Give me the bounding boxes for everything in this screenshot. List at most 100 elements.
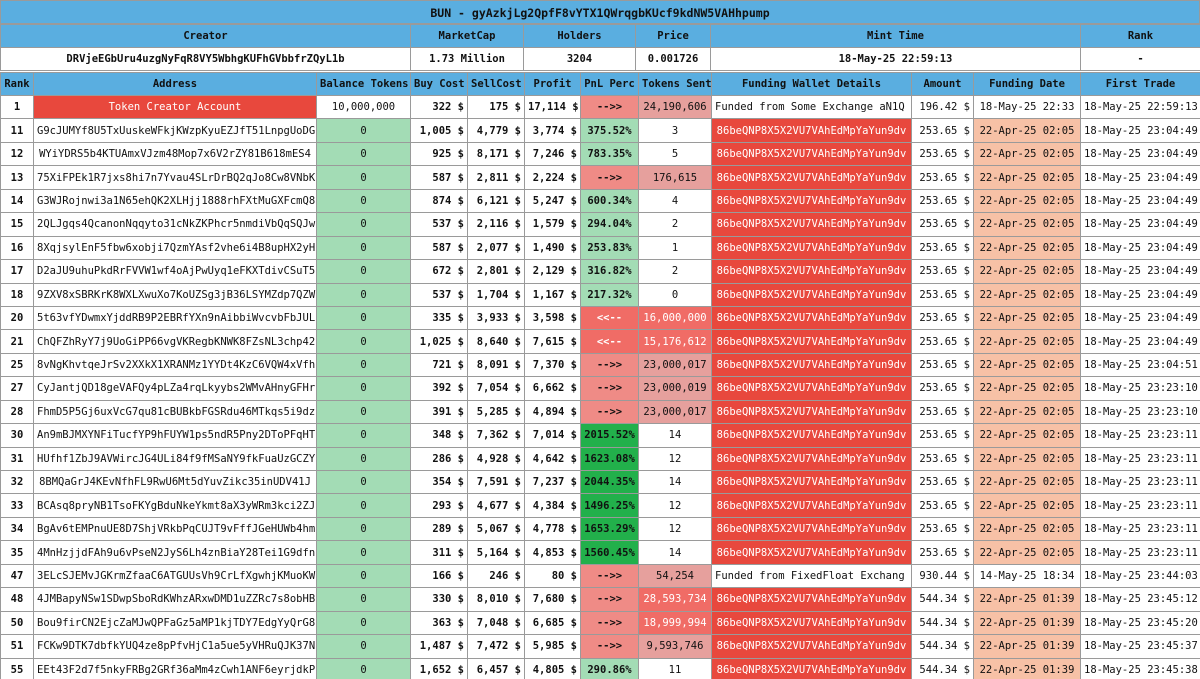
funding-wallet-cell[interactable]: 86beQNP8X5X2VU7VAhEdMpYaYun9dv (711, 634, 912, 659)
pnl-cell: 217.32% (580, 282, 639, 307)
address-cell[interactable]: G3WJRojnwi3a1N65ehQK2XLHjj1888rhFXtMuGXF… (33, 188, 317, 214)
funding-wallet-cell[interactable]: 86beQNP8X5X2VU7VAhEdMpYaYun9dv (711, 423, 912, 448)
profit-cell: 7,370 $ (524, 352, 581, 378)
pnl-cell: -->> (580, 399, 639, 425)
address-cell[interactable]: 3ELcSJEMvJGKrmZfaaC6ATGUUsVh9CrLfXgwhjKM… (33, 563, 317, 589)
funding-wallet-cell[interactable]: 86beQNP8X5X2VU7VAhEdMpYaYun9dv (711, 587, 912, 612)
address-cell[interactable]: 8BMQaGrJ4KEvNfhFL9RwU6Mt5dYuvZikc35inUDV… (33, 469, 317, 495)
funding-date-cell: 22-Apr-25 01:39 (973, 587, 1081, 612)
buy-cost-cell: 289 $ (410, 516, 468, 542)
address-cell[interactable]: 4JMBapyNSw1SDwpSboRdKWhzARxwDMD1uZZRc7s8… (33, 587, 317, 612)
address-cell[interactable]: FCKw9DTK7dbfkYUQ4ze8pPfvHjC1a5ue5yVHRuQJ… (33, 634, 317, 659)
sell-cost-cell: 7,054 $ (467, 376, 525, 401)
address-cell[interactable]: G9cJUMYf8U5TxUuskeWFkjKWzpKyuEZJfT51Lnpg… (33, 118, 317, 143)
funding-date-cell: 22-Apr-25 01:39 (973, 657, 1081, 679)
funding-wallet-cell[interactable]: 86beQNP8X5X2VU7VAhEdMpYaYun9dv (711, 446, 912, 472)
address-cell[interactable]: 8vNgKhvtqeJrSv2XXkX1XRANMz1YYDt4KzC6VQW4… (33, 352, 317, 378)
funding-wallet-cell[interactable]: 86beQNP8X5X2VU7VAhEdMpYaYun9dv (711, 399, 912, 425)
rank-cell: 31 (0, 446, 34, 472)
funding-wallet-cell[interactable]: 86beQNP8X5X2VU7VAhEdMpYaYun9dv (711, 657, 912, 679)
col-buy-cost[interactable]: Buy Cost (410, 72, 468, 96)
funding-wallet-cell[interactable]: 86beQNP8X5X2VU7VAhEdMpYaYun9dv (711, 469, 912, 495)
funding-date-cell: 22-Apr-25 02:05 (973, 469, 1081, 495)
address-cell[interactable]: 75XiFPEk1R7jxs8hi7n7Yvau4SLrDrBQ2qJo8Cw8… (33, 165, 317, 190)
funding-wallet-cell[interactable]: 86beQNP8X5X2VU7VAhEdMpYaYun9dv (711, 305, 912, 331)
amount-cell: 544.34 $ (911, 657, 974, 679)
table-row: 25 8vNgKhvtqeJrSv2XXkX1XRANMz1YYDt4KzC6VQ… (0, 352, 1200, 378)
address-cell[interactable]: EEt43F2d7f5nkyFRBg2GRf36aMm4zCwh1ANF6eyr… (33, 657, 317, 679)
balance-cell: 0 (316, 399, 411, 425)
funding-wallet-cell[interactable]: 86beQNP8X5X2VU7VAhEdMpYaYun9dv (711, 329, 912, 354)
creator-header: Creator (0, 24, 411, 48)
col-tokens-sent[interactable]: Tokens Sent (638, 72, 712, 96)
profit-cell: 4,805 $ (524, 657, 581, 679)
funding-wallet-cell[interactable]: 86beQNP8X5X2VU7VAhEdMpYaYun9dv (711, 493, 912, 518)
funding-wallet-cell[interactable]: Funded from FixedFloat Exchang (711, 563, 912, 589)
pnl-cell: 375.52% (580, 118, 639, 143)
col-sell-cost[interactable]: SellCost (467, 72, 525, 96)
funding-wallet-cell[interactable]: 86beQNP8X5X2VU7VAhEdMpYaYun9dv (711, 259, 912, 284)
funding-wallet-cell[interactable]: 86beQNP8X5X2VU7VAhEdMpYaYun9dv (711, 352, 912, 378)
col-funding-wallet[interactable]: Funding Wallet Details (711, 72, 912, 96)
profit-cell: 4,853 $ (524, 540, 581, 565)
first-trade-cell: 18-May-25 23:04:49 (1080, 165, 1200, 190)
funding-wallet-cell[interactable]: 86beQNP8X5X2VU7VAhEdMpYaYun9dv (711, 610, 912, 636)
address-cell[interactable]: 8XqjsylEnF5fbw6xobji7QzmYAsf2vhe6i4B8upH… (33, 235, 317, 261)
address-cell[interactable]: 2QLJgqs4QcanonNqqyto31cNkZKPhcr5nmdiVbQq… (33, 212, 317, 237)
address-cell[interactable]: WYiYDRS5b4KTUAmxVJzm48Mop7x6V2rZY81B618m… (33, 141, 317, 167)
buy-cost-cell: 363 $ (410, 610, 468, 636)
tokens-sent-cell: 12 (638, 446, 712, 472)
col-address[interactable]: Address (33, 72, 317, 96)
funding-wallet-cell[interactable]: 86beQNP8X5X2VU7VAhEdMpYaYun9dv (711, 516, 912, 542)
col-profit[interactable]: Profit (524, 72, 581, 96)
address-cell[interactable]: FhmD5P5Gj6uxVcG7qu81cBUBkbFGSRdu46MTkqs5… (33, 399, 317, 425)
address-cell[interactable]: HUfhf1ZbJ9AVWircJG4ULi84f9fMSaNY9fkFuaUz… (33, 446, 317, 472)
pnl-cell: <<-- (580, 329, 639, 354)
col-amount[interactable]: Amount (911, 72, 974, 96)
address-cell[interactable]: BCAsq8pryNB1TsoFKYgBduNkeYkmt8aX3yWRm3kc… (33, 493, 317, 518)
pnl-cell: -->> (580, 610, 639, 636)
sell-cost-cell: 4,928 $ (467, 446, 525, 472)
funding-wallet-cell[interactable]: 86beQNP8X5X2VU7VAhEdMpYaYun9dv (711, 235, 912, 261)
sell-cost-cell: 6,457 $ (467, 657, 525, 679)
creator-address[interactable]: DRVjeEGbUru4uzgNyFqR8VY5WbhgKUFhGVbbfrZQ… (0, 47, 411, 71)
funding-wallet-cell[interactable]: 86beQNP8X5X2VU7VAhEdMpYaYun9dv (711, 282, 912, 307)
funding-wallet-cell[interactable]: 86beQNP8X5X2VU7VAhEdMpYaYun9dv (711, 212, 912, 237)
funding-wallet-cell[interactable]: 86beQNP8X5X2VU7VAhEdMpYaYun9dv (711, 376, 912, 401)
address-cell[interactable]: An9mBJMXYNFiTucfYP9hFUYW1ps5ndR5Pny2DToP… (33, 423, 317, 448)
amount-cell: 253.65 $ (911, 212, 974, 237)
balance-cell: 0 (316, 352, 411, 378)
profit-cell: 6,685 $ (524, 610, 581, 636)
col-first-trade[interactable]: First Trade (1080, 72, 1200, 96)
funding-date-cell: 22-Apr-25 02:05 (973, 141, 1081, 167)
price-value: 0.001726 (635, 47, 711, 71)
amount-cell: 253.65 $ (911, 329, 974, 354)
address-cell[interactable]: 9ZXV8xSBRKrK8WXLXwuXo7KoUZSg3jB36LSYMZdp… (33, 282, 317, 307)
holders-value: 3204 (523, 47, 636, 71)
funding-wallet-cell[interactable]: Funded from Some Exchange aN1Q (711, 94, 912, 120)
rank-value: - (1080, 47, 1200, 71)
address-cell[interactable]: 4MnHzjjdFAh9u6vPseN2JyS6Lh4znBiaY28Tei1G… (33, 540, 317, 565)
funding-wallet-cell[interactable]: 86beQNP8X5X2VU7VAhEdMpYaYun9dv (711, 165, 912, 190)
address-cell[interactable]: BgAv6tEMPnuUE8D7ShjVRkbPqCUJT9vFffJGeHUW… (33, 516, 317, 542)
table-row: 21 ChQFZhRyY7j9UoGiPP66vgVKRegbKNWK8FZsNL… (0, 329, 1200, 354)
address-cell[interactable]: 5t63vfYDwmxYjddRB9P2EBRfYXn9nAibbiWvcvbF… (33, 305, 317, 331)
col-balance-tokens[interactable]: Balance Tokens (316, 72, 411, 96)
funding-wallet-cell[interactable]: 86beQNP8X5X2VU7VAhEdMpYaYun9dv (711, 141, 912, 167)
col-funding-date[interactable]: Funding Date (973, 72, 1081, 96)
col-rank[interactable]: Rank (0, 72, 34, 96)
table-row: 13 75XiFPEk1R7jxs8hi7n7Yvau4SLrDrBQ2qJo8C… (0, 165, 1200, 190)
address-cell[interactable]: D2aJU9uhuPkdRrFVVW1wf4oAjPwUyq1eFKXTdivC… (33, 259, 317, 284)
funding-wallet-cell[interactable]: 86beQNP8X5X2VU7VAhEdMpYaYun9dv (711, 540, 912, 565)
balance-cell: 0 (316, 141, 411, 167)
address-cell[interactable]: ChQFZhRyY7j9UoGiPP66vgVKRegbKNWK8FZsNL3c… (33, 329, 317, 354)
address-cell[interactable]: CyJantjQD18geVAFQy4pLZa4rqLkyybs2WMvAHny… (33, 376, 317, 401)
first-trade-cell: 18-May-25 22:59:13 (1080, 94, 1200, 120)
funding-wallet-cell[interactable]: 86beQNP8X5X2VU7VAhEdMpYaYun9dv (711, 188, 912, 214)
tokens-sent-cell: 12 (638, 493, 712, 518)
address-cell[interactable]: Bou9firCN2EjcZaMJwQPFaGz5aMP1kjTDY7EdgYy… (33, 610, 317, 636)
funding-wallet-cell[interactable]: 86beQNP8X5X2VU7VAhEdMpYaYun9dv (711, 118, 912, 143)
first-trade-cell: 18-May-25 23:23:11 (1080, 469, 1200, 495)
address-cell[interactable]: Token Creator Account (33, 94, 317, 120)
col-pnl-perc[interactable]: PnL Perc (580, 72, 639, 96)
